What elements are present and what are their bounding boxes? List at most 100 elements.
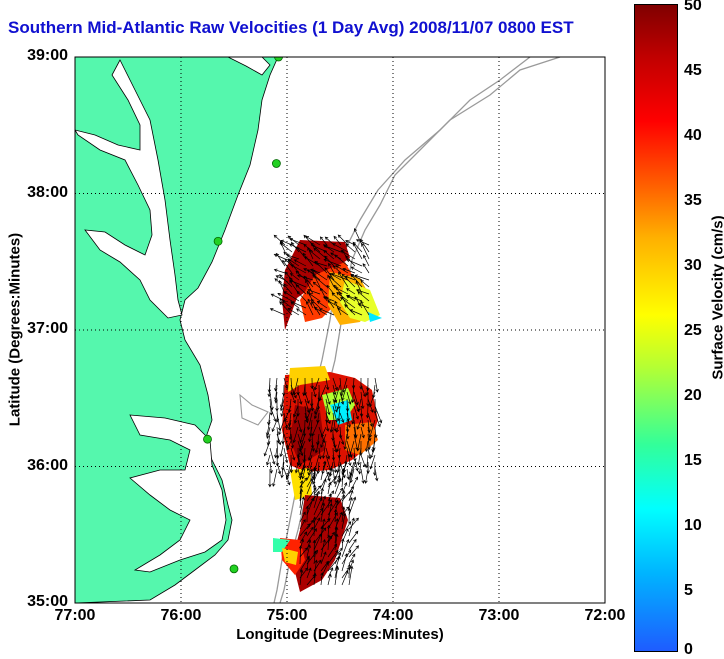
velocity-arrow: [360, 300, 370, 316]
velocity-arrow: [348, 517, 355, 537]
velocity-arrow: [350, 384, 355, 404]
velocity-arrow: [310, 377, 314, 390]
velocity-arrow: [324, 255, 335, 267]
velocity-arrow: [266, 454, 271, 466]
velocity-arrow: [268, 468, 272, 488]
velocity-arrow: [332, 412, 337, 432]
velocity-arrow: [299, 519, 306, 530]
velocity-arrow: [360, 391, 365, 410]
ytick-label: 36:00: [27, 457, 68, 474]
velocity-arrow: [346, 468, 350, 480]
velocity-arrow: [339, 412, 345, 424]
velocity-arrow: [287, 419, 292, 431]
velocity-arrow: [320, 502, 326, 523]
velocity-arrow: [320, 538, 326, 558]
velocity-arrow: [282, 259, 293, 274]
colorbar-tick: 50: [684, 0, 702, 14]
velocity-arrow: [346, 391, 352, 405]
velocity-arrow: [341, 538, 350, 558]
velocity-arrow: [323, 258, 342, 267]
velocity-arrow: [333, 235, 342, 246]
velocity-arrow: [307, 412, 313, 431]
velocity-arrow: [283, 412, 289, 430]
velocity-arrow: [334, 518, 339, 537]
velocity-arrow: [341, 512, 347, 530]
velocity-arrow: [305, 300, 314, 316]
velocity-arrow: [327, 543, 338, 558]
velocity-arrow: [280, 405, 285, 417]
xtick-label: 77:00: [54, 607, 96, 624]
velocity-arrow: [323, 244, 342, 253]
velocity-arrow: [337, 234, 349, 246]
velocity-arrow: [287, 308, 300, 316]
velocity-arrow: [352, 242, 363, 260]
velocity-arrow: [369, 391, 376, 408]
velocity-arrow: [367, 412, 374, 428]
y-axis-title: Latitude (Degrees:Minutes): [6, 232, 24, 427]
velocity-patch-central: [290, 468, 312, 500]
velocity-arrow: [283, 283, 293, 295]
velocity-arrow: [313, 467, 317, 488]
velocity-arrow: [310, 398, 315, 412]
xtick-label: 74:00: [372, 607, 414, 624]
velocity-arrow: [346, 412, 351, 429]
radar-station-marker: [271, 159, 281, 168]
velocity-arrow: [290, 433, 294, 449]
velocity-arrow: [283, 447, 289, 464]
velocity-arrow: [282, 300, 293, 309]
velocity-arrow: [307, 246, 314, 260]
map-title: Southern Mid-Atlantic Raw Velocities (1 …: [8, 18, 574, 37]
velocity-arrow: [325, 398, 331, 416]
velocity-arrow: [327, 481, 332, 495]
velocity-arrow: [327, 534, 331, 551]
velocity-arrow: [313, 307, 328, 316]
velocity-arrow: [356, 419, 362, 430]
velocity-arrow: [301, 468, 306, 480]
velocity-arrow: [367, 426, 372, 442]
velocity-arrow: [357, 447, 362, 466]
velocity-arrow: [305, 236, 321, 246]
radar-station-marker: [203, 434, 212, 444]
xtick-label: 75:00: [266, 607, 308, 624]
velocity-arrow: [320, 460, 327, 481]
velocity-arrow: [332, 405, 338, 423]
velocity-arrow: [298, 545, 303, 565]
velocity-arrow: [305, 505, 310, 523]
velocity-arrow: [348, 496, 357, 516]
velocity-arrow: [307, 298, 314, 309]
velocity-arrow: [334, 287, 349, 295]
velocity-arrow: [287, 398, 292, 414]
velocity-arrow: [321, 426, 327, 438]
velocity-arrow: [341, 549, 352, 565]
velocity-arrow: [350, 266, 363, 274]
velocity-arrow: [341, 467, 346, 488]
velocity-arrow: [320, 551, 327, 565]
velocity-arrow: [324, 267, 335, 281]
velocity-arrow: [348, 538, 357, 551]
velocity-arrow: [323, 249, 335, 260]
velocity-arrow: [348, 461, 357, 481]
velocity-arrow: [339, 391, 345, 405]
velocity-arrow: [306, 526, 314, 537]
colorbar-tick: 5: [684, 582, 693, 599]
velocity-arrow: [285, 253, 300, 260]
velocity-arrow: [364, 440, 369, 453]
velocity-arrow: [290, 391, 296, 404]
velocity-arrow: [299, 523, 311, 537]
velocity-arrow: [348, 530, 359, 544]
velocity-arrow: [304, 412, 309, 424]
velocity-arrow: [347, 563, 352, 579]
velocity-arrow: [339, 433, 345, 446]
velocity-arrow: [269, 447, 276, 465]
velocity-arrow: [283, 468, 291, 486]
velocity-arrow: [306, 528, 317, 544]
velocity-arrow: [327, 573, 332, 586]
ytick-label: 39:00: [27, 47, 68, 64]
velocity-arrow: [313, 490, 320, 509]
velocity-arrow: [337, 405, 341, 422]
velocity-arrow: [313, 527, 327, 544]
velocity-arrow: [329, 273, 342, 281]
velocity-arrow: [289, 273, 300, 281]
velocity-arrow: [363, 254, 370, 267]
radar-station-marker: [274, 57, 283, 62]
